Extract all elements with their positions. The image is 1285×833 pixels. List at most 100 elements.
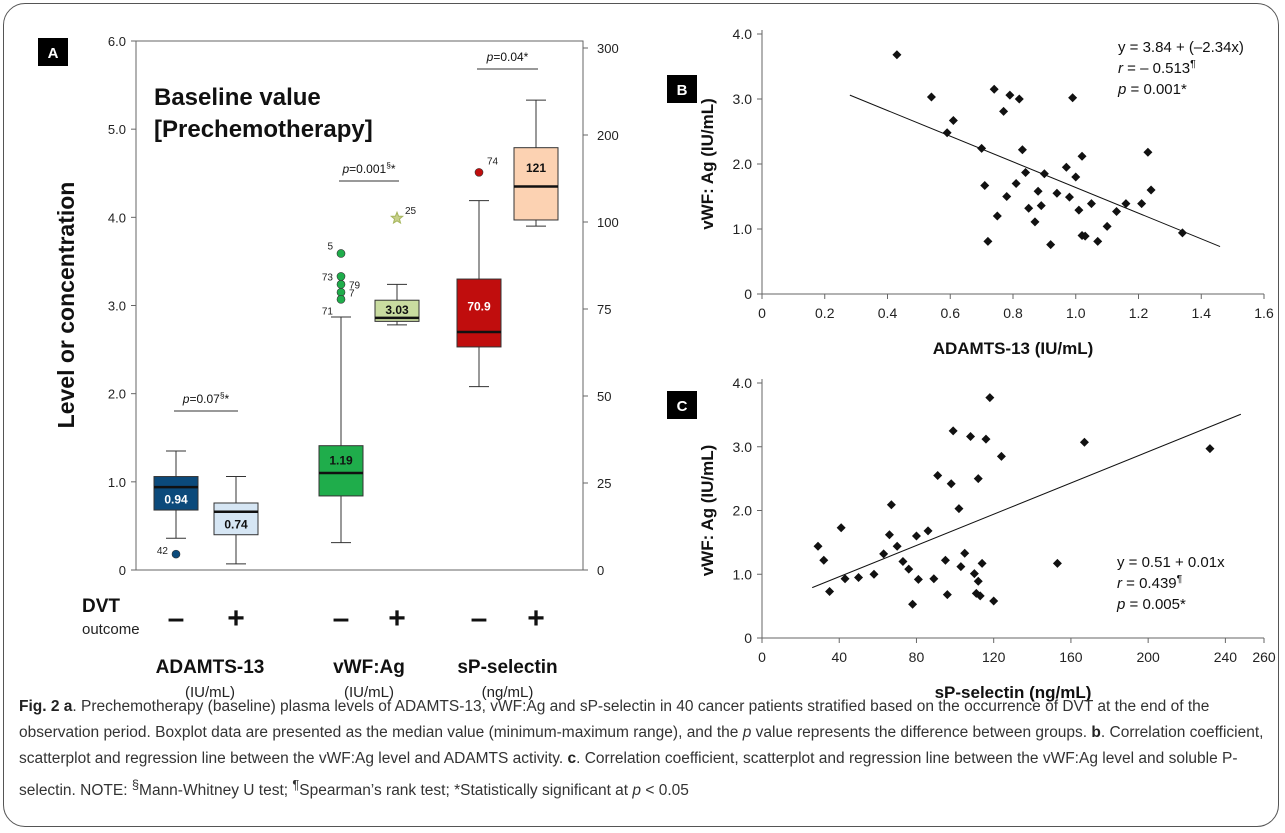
outlier-point <box>171 549 181 559</box>
scatter-point <box>1068 93 1078 103</box>
group-name-label: ADAMTS-13 <box>156 657 265 678</box>
left-axis-tick-label: 2.0 <box>108 387 126 402</box>
scatter-x-tick-label: 120 <box>982 649 1006 665</box>
scatter-x-tick-label: 0.6 <box>941 305 961 321</box>
scatter-point <box>980 180 990 190</box>
scatter-point <box>879 549 889 559</box>
group-name-label: vWF:Ag <box>333 657 405 678</box>
scatter-y-tick-label: 2.0 <box>733 156 753 172</box>
scatter-point <box>1030 217 1040 227</box>
scatter-point <box>1039 169 1049 179</box>
outlier-star <box>389 210 405 225</box>
scatter-point <box>1146 185 1156 195</box>
box-median-label: 0.74 <box>224 517 248 531</box>
outlier-label: 7 <box>349 288 355 299</box>
scatter-point <box>898 557 908 566</box>
scatter-point <box>983 236 993 246</box>
scatter-point <box>946 479 956 489</box>
caption-fig-label: Fig. 2 <box>19 698 60 715</box>
outlier-point <box>336 295 346 304</box>
scatter-point <box>869 569 879 579</box>
scatter-point <box>1005 90 1015 100</box>
scatter-x-tick-label: 0.8 <box>1003 305 1023 321</box>
scatter-point <box>929 574 939 584</box>
left-axis-tick-label: 4.0 <box>108 210 126 225</box>
scatter-point <box>1046 240 1056 250</box>
scatter-point <box>886 500 896 510</box>
right-axis-tick-label: 100 <box>597 215 619 230</box>
outlier-point <box>336 280 346 289</box>
scatter-point <box>1143 147 1153 157</box>
scatter-point <box>948 426 958 436</box>
panel-a-ylabel: Level or concentration <box>53 182 79 429</box>
scatter-point <box>1014 94 1024 104</box>
outlier-point <box>336 272 346 281</box>
group-unit-label: (IU/mL) <box>185 684 235 701</box>
panel-label-b: B <box>677 82 688 99</box>
scatter-point <box>1205 444 1215 454</box>
scatter-point <box>1011 179 1021 188</box>
scatter-y-tick-label: 2.0 <box>733 503 753 519</box>
caption-section-symbol: § <box>131 777 140 792</box>
scatter-point <box>942 590 952 600</box>
box-median-label: 1.19 <box>329 453 353 467</box>
scatter-point <box>1071 172 1081 182</box>
figure-caption: Fig. 2 a. Prechemotherapy (baseline) pla… <box>19 694 1269 804</box>
dvt-sign: – <box>168 602 185 635</box>
scatter-point <box>948 115 958 125</box>
scatter-point <box>892 541 902 551</box>
scatter-point <box>977 558 987 568</box>
scatter-point <box>1033 186 1043 196</box>
dvt-row-label: DVT <box>82 596 120 617</box>
scatter-x-tick-label: 1.2 <box>1129 305 1149 321</box>
scatter-point <box>1093 236 1103 246</box>
panel-a-title-line: [Prechemotherapy] <box>154 116 373 143</box>
scatter-x-tick-label: 1.6 <box>1254 305 1274 321</box>
box-iqr <box>513 147 559 221</box>
scatter-point <box>911 531 921 541</box>
box-iqr <box>213 502 259 536</box>
scatter-x-tick-label: 0.2 <box>815 305 835 321</box>
dvt-row-sublabel: outcome <box>82 621 140 638</box>
caption-note3: < 0.05 <box>641 782 689 800</box>
scatter-point <box>1064 192 1074 202</box>
scatter-y-tick-label: 0 <box>744 630 752 646</box>
scatter-y-tick-label: 4.0 <box>733 26 753 42</box>
caption-p-symbol: p <box>742 724 752 741</box>
dvt-sign: + <box>227 602 245 635</box>
scatter-point <box>1002 192 1012 201</box>
significance-p-label: p=0.04* <box>486 50 529 64</box>
scatter-y-tick-label: 4.0 <box>733 375 753 391</box>
scatter-y-tick-label: 3.0 <box>733 439 753 455</box>
caption-p-symbol-2: p <box>632 782 642 800</box>
scatter-point <box>1137 199 1147 209</box>
regression-annotation-line: p = 0.005* <box>1116 596 1186 613</box>
scatter-x-tick-label: 160 <box>1059 649 1083 665</box>
scatter-point <box>960 548 970 558</box>
panel-label-box-b <box>667 75 697 103</box>
outlier-label: 74 <box>487 156 499 167</box>
dvt-sign: + <box>388 602 406 635</box>
scatter-xlabel: ADAMTS-13 (IU/mL) <box>933 339 1094 358</box>
dvt-sign: + <box>527 602 545 635</box>
dvt-sign: – <box>333 602 350 635</box>
scatter-point <box>975 591 985 601</box>
scatter-x-tick-label: 240 <box>1214 649 1238 665</box>
caption-a-text: . Prechemotherapy (baseline) plasma leve… <box>19 698 1210 741</box>
significance-p-label: p=0.07§* <box>182 390 230 406</box>
scatter-point <box>996 451 1006 461</box>
scatter-point <box>969 569 979 579</box>
scatter-point <box>840 574 850 584</box>
scatter-point <box>1080 231 1090 241</box>
scatter-y-tick-label: 0 <box>744 286 752 302</box>
regression-line <box>849 94 1221 248</box>
scatter-point <box>1021 167 1031 177</box>
caption-a-text2: value represents the difference between … <box>751 724 1092 741</box>
scatter-point <box>923 526 933 536</box>
scatter-point <box>981 434 991 444</box>
scatter-point <box>1177 228 1187 238</box>
scatter-ylabel: vWF: Ag (IU/mL) <box>698 445 717 577</box>
scatter-point <box>985 393 995 403</box>
right-axis-tick-label: 25 <box>597 476 611 491</box>
